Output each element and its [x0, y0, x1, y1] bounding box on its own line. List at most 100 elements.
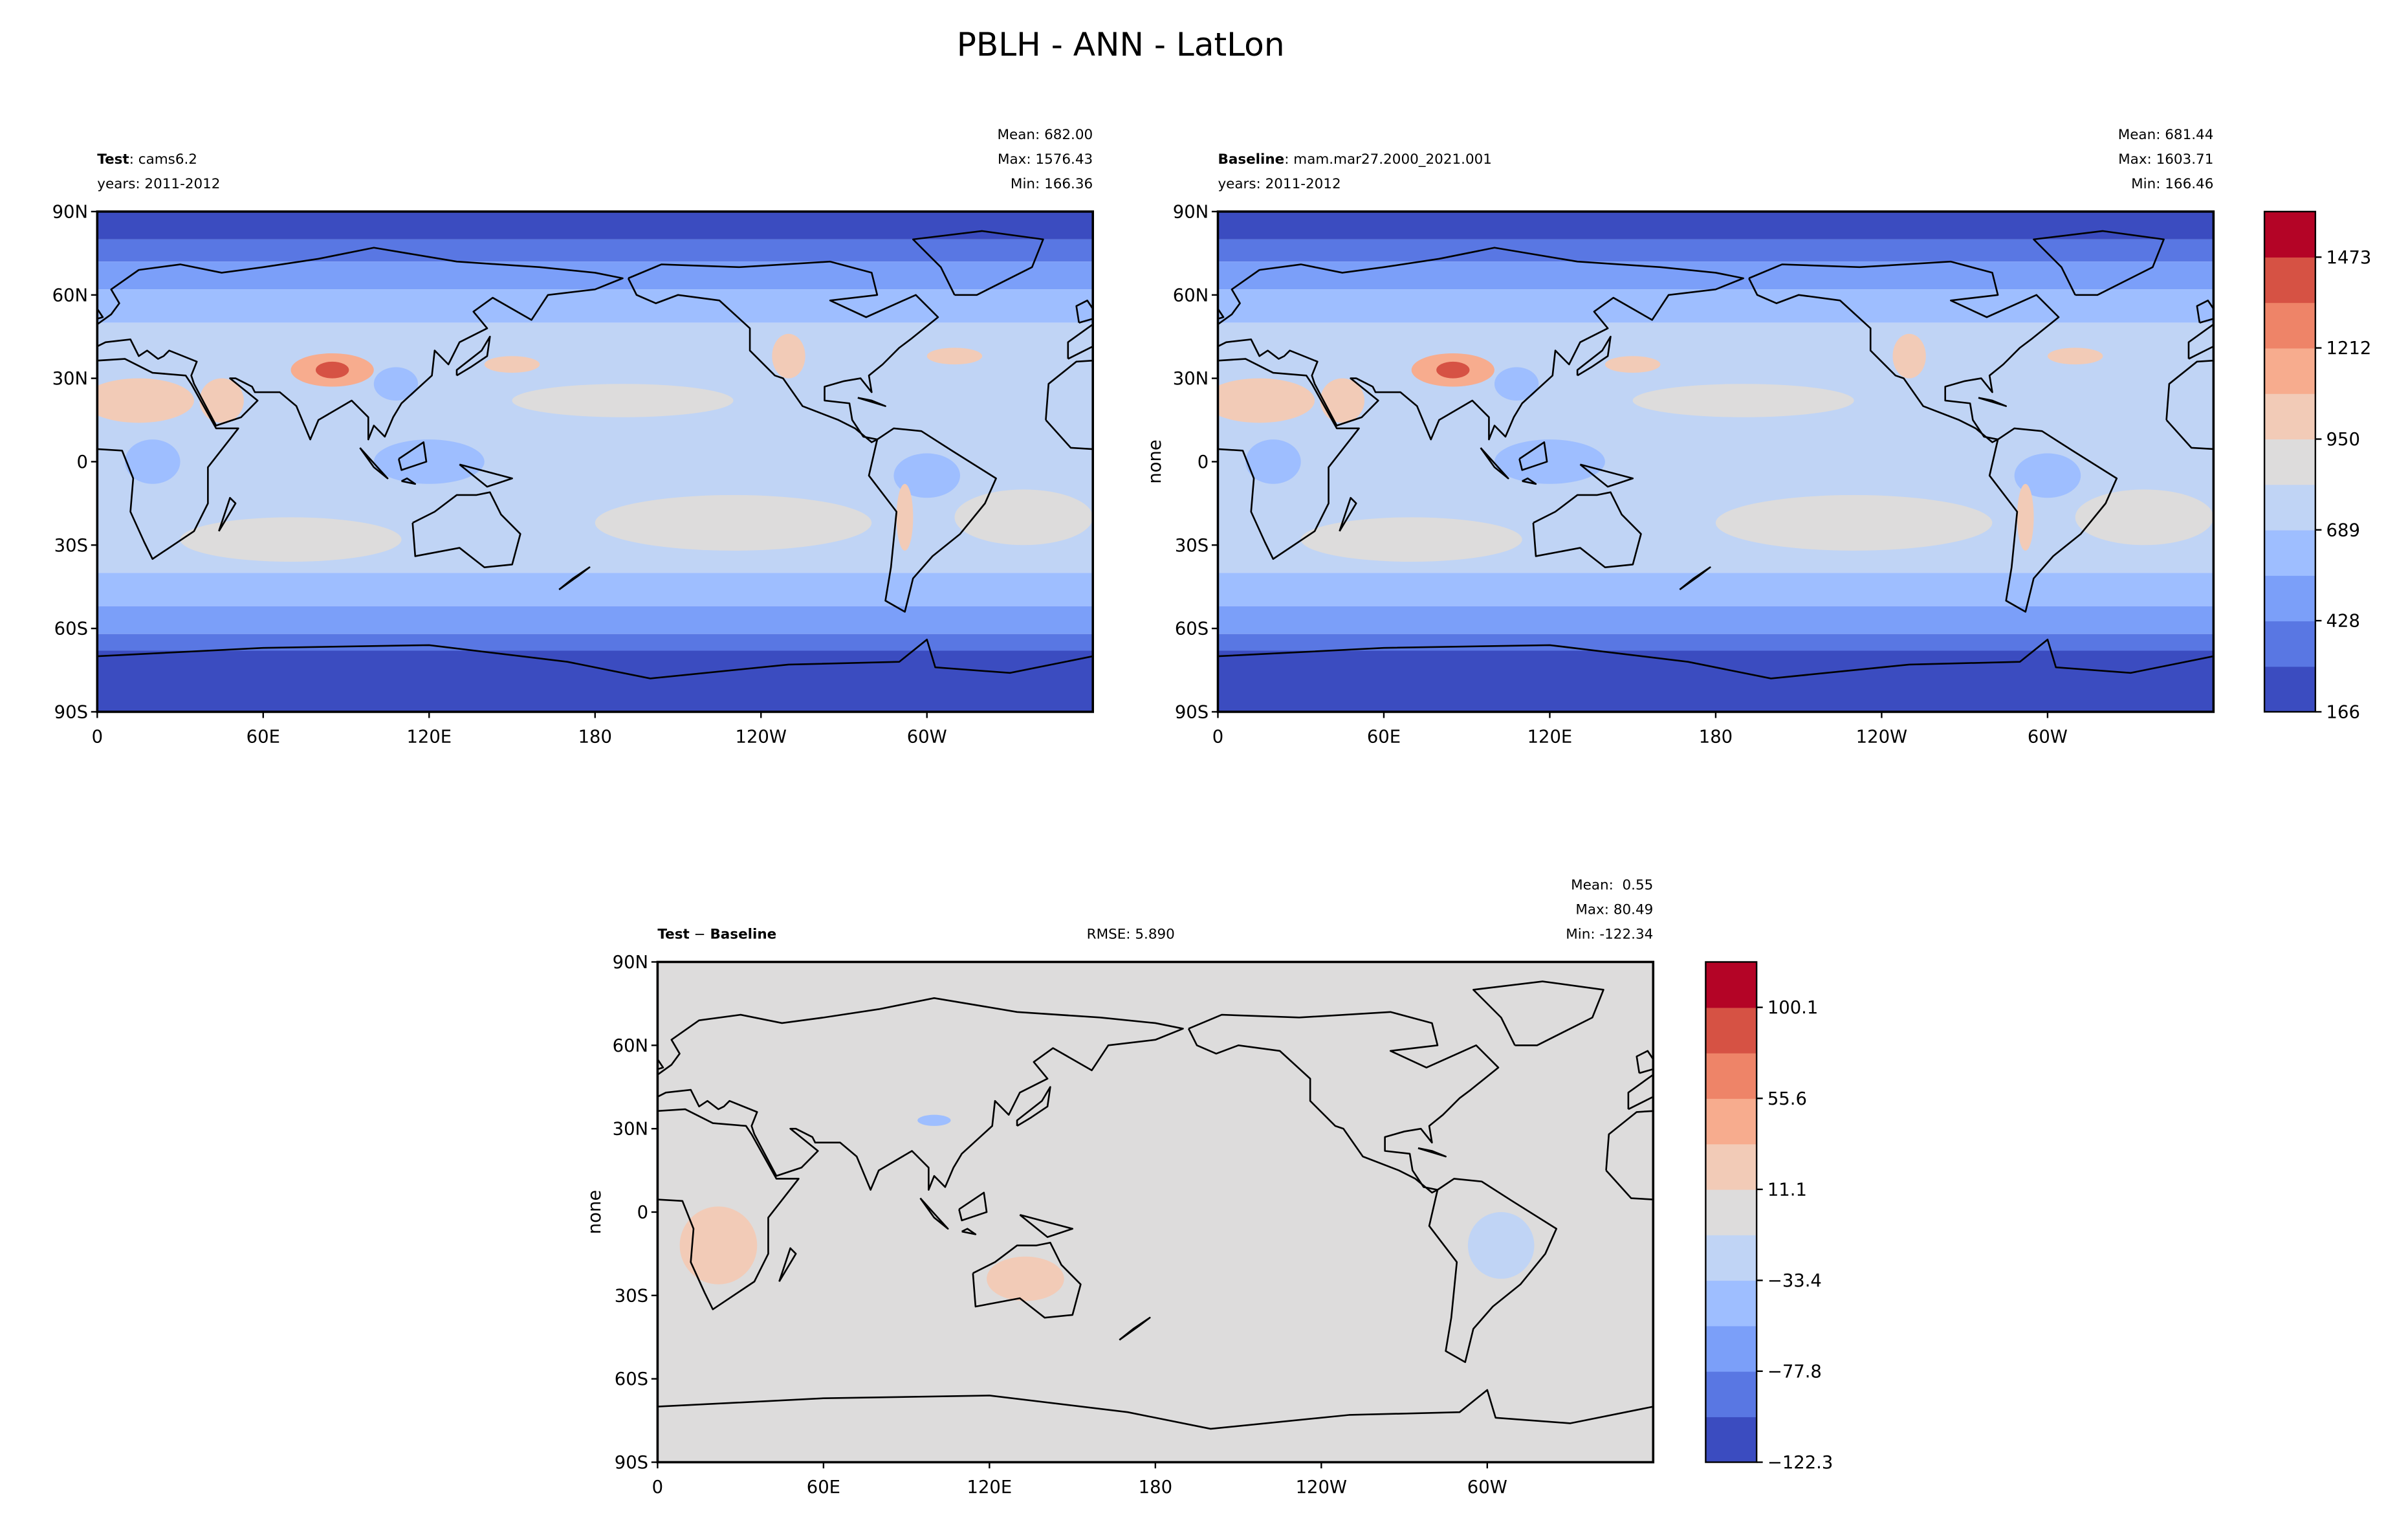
colorbar-tick-label: 55.6: [1768, 1089, 1807, 1109]
colorbar-band: [2264, 439, 2315, 485]
map-field: [1218, 211, 2214, 712]
y-tick-label: 30N: [1173, 369, 1209, 389]
colorbar-tick-label: 11.1: [1768, 1180, 1807, 1200]
colorbar-band: [2264, 666, 2315, 712]
colorbar-band: [2264, 575, 2315, 622]
field-blob: [954, 489, 1093, 546]
coastline: [1428, 1178, 1558, 1364]
field-band: [97, 573, 1093, 606]
coastline: [218, 496, 237, 532]
y-tick-label: 90S: [54, 703, 88, 723]
x-tick-label: 120E: [406, 727, 452, 747]
colorbar-frame: [1705, 961, 1758, 1463]
colorbar-tick-label: −77.8: [1768, 1362, 1822, 1382]
y-tick-label: 0: [637, 1203, 648, 1223]
field-band: [657, 962, 1654, 1463]
field-blob: [1892, 333, 1926, 379]
field-blob: [679, 1206, 758, 1285]
coastline: [455, 335, 491, 377]
panel-stat: Mean: 0.55: [1571, 877, 1653, 893]
field-blob: [316, 361, 349, 379]
x-tick-label: 0: [1212, 727, 1223, 747]
y-tick-label: 0: [77, 452, 88, 472]
colorbar-band: [1705, 1235, 1757, 1281]
coastline: [411, 491, 521, 568]
colorbar-band: [2264, 621, 2315, 667]
panel-heading: Baseline: mam.mar27.2000_2021.001: [1218, 151, 1491, 168]
coastline: [857, 397, 886, 407]
coastline: [1187, 1011, 1500, 1194]
coastline: [1518, 441, 1548, 471]
field-blob: [926, 348, 983, 365]
field-blob: [917, 1114, 951, 1126]
field-blob: [772, 333, 805, 379]
coastline: [627, 260, 939, 443]
panel-stat: Max: 1603.71: [2118, 151, 2213, 168]
colorbar-band: [2264, 257, 2315, 304]
field-blob: [1300, 517, 1522, 562]
colorbar-band: [1705, 1371, 1757, 1417]
coastline: [558, 566, 591, 591]
colorbar-tick-label: 428: [2326, 612, 2360, 632]
x-tick-label: 180: [578, 727, 612, 747]
field-blob: [2047, 348, 2103, 365]
coastline: [1576, 335, 1612, 377]
y-tick-label: 90S: [1175, 703, 1209, 723]
field-blob: [484, 356, 540, 373]
field-band: [97, 261, 1093, 290]
field-band: [1218, 606, 2214, 634]
x-tick-label: 60W: [2028, 727, 2068, 747]
y-tick-label: 60N: [1173, 285, 1209, 305]
coastline: [1532, 491, 1642, 568]
colorbar-band: [1705, 1143, 1757, 1190]
y-tick-label: 60S: [1175, 619, 1209, 639]
x-tick-label: 60E: [807, 1477, 840, 1497]
panel-stat: Max: 80.49: [1575, 902, 1653, 918]
colorbar-band: [1705, 1098, 1757, 1145]
coastline: [1579, 463, 1634, 488]
panel-stat: Min: 166.46: [2131, 176, 2213, 192]
y-axis-label: none: [585, 1190, 605, 1234]
panel-rmse: RMSE: 5.890: [1087, 927, 1175, 943]
field-blob: [2017, 483, 2034, 551]
field-blob: [512, 384, 734, 417]
field-band: [97, 650, 1093, 712]
coastline: [1417, 1147, 1447, 1158]
colorbar-band: [2264, 302, 2315, 349]
coastline: [912, 230, 1044, 296]
y-tick-label: 90N: [52, 202, 88, 222]
x-tick-label: 60W: [907, 727, 947, 747]
x-tick-label: 0: [652, 1477, 663, 1497]
coastline: [97, 247, 624, 441]
field-blob: [1436, 361, 1470, 379]
coastline: [398, 441, 428, 471]
coastline: [400, 477, 417, 485]
figure-title: PBLH - ANN - LatLon: [957, 25, 1285, 63]
y-tick-label: 30N: [52, 369, 88, 389]
x-tick-label: 180: [1139, 1477, 1172, 1497]
coastline: [657, 1108, 800, 1310]
x-tick-label: 180: [1699, 727, 1733, 747]
coastline: [459, 463, 513, 488]
colorbar-band: [2264, 529, 2315, 576]
y-axis-label: none: [1145, 439, 1165, 483]
y-tick-label: 60N: [613, 1036, 648, 1056]
coastline: [919, 1197, 949, 1230]
colorbar-tick-label: 100.1: [1768, 998, 1819, 1018]
field-blob: [896, 483, 914, 551]
heading-part: Test: [657, 927, 689, 943]
coastline: [961, 1228, 977, 1235]
panel-stat: Min: -122.34: [1566, 927, 1653, 943]
y-tick-label: 90N: [1173, 202, 1209, 222]
y-tick-label: 60S: [54, 619, 88, 639]
coastline: [1218, 638, 2214, 712]
coastline: [97, 358, 239, 560]
coastline: [657, 1389, 1654, 1463]
x-tick-label: 120W: [1296, 1477, 1347, 1497]
field-blob: [1632, 384, 1854, 417]
x-tick-label: 60W: [1467, 1477, 1507, 1497]
colorbar-band: [2264, 348, 2315, 394]
coastline: [1480, 447, 1509, 480]
colorbar-tick-label: 1212: [2326, 338, 2372, 359]
